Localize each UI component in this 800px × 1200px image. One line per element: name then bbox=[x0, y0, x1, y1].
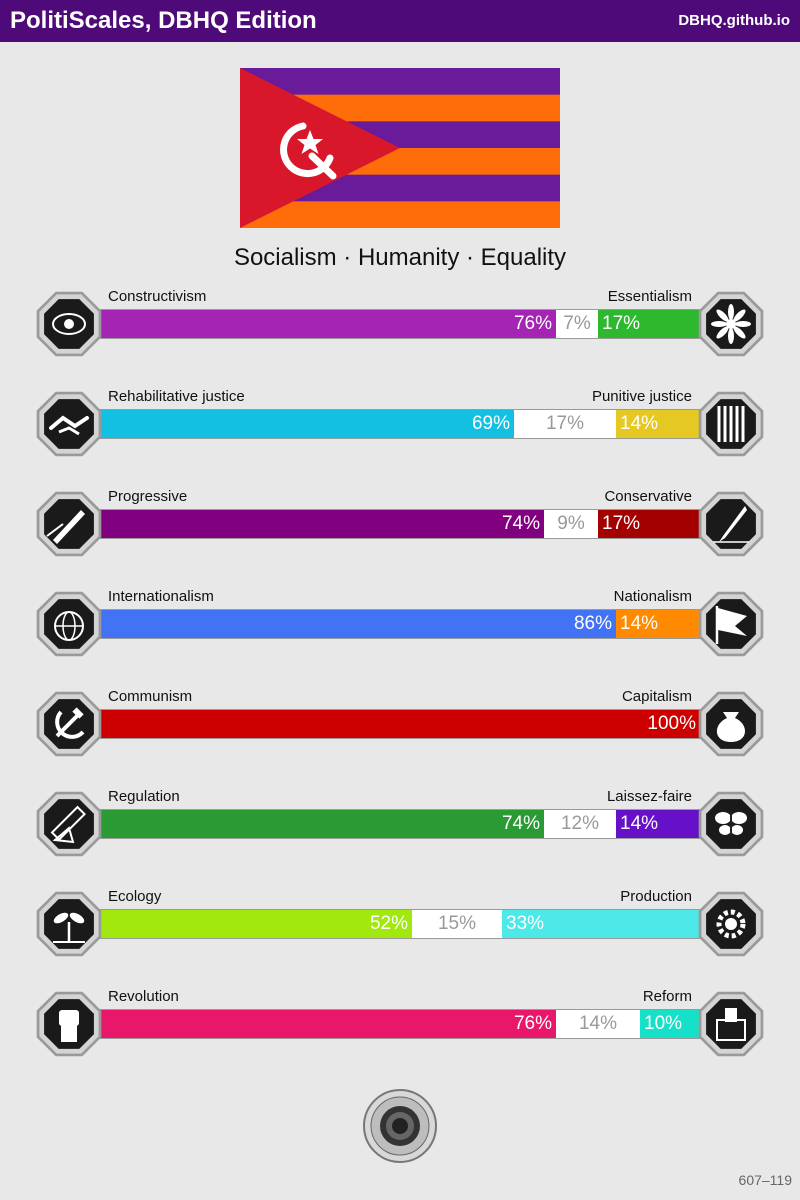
flag-triangle bbox=[240, 68, 400, 228]
axis-left-value: 76% bbox=[100, 1010, 556, 1038]
gear-icon bbox=[698, 891, 764, 957]
rocket-icon bbox=[36, 491, 102, 557]
axis-row: Rehabilitative justice Punitive justice 69… bbox=[0, 388, 800, 468]
axis-right-value: 10% bbox=[640, 1010, 700, 1038]
axis-right-label: Reform bbox=[642, 988, 692, 1005]
axis-right-value: 17% bbox=[598, 510, 700, 538]
flag-stripe bbox=[240, 201, 560, 228]
axis-row: Regulation Laissez-faire 74% 12% 14% bbox=[0, 788, 800, 868]
app-header: PolitiScales, DBHQ Edition DBHQ.github.i… bbox=[0, 0, 800, 42]
axis-left-value: 69% bbox=[100, 410, 514, 438]
axis-neutral-value: 17% bbox=[545, 413, 585, 434]
ideology-flag bbox=[240, 68, 560, 228]
globe-icon bbox=[36, 591, 102, 657]
axis-left-value: 86% bbox=[100, 610, 616, 638]
axis-row: Progressive Conservative 74% 9% 17% bbox=[0, 488, 800, 568]
axis-right-label: Punitive justice bbox=[591, 388, 692, 405]
flower-icon bbox=[698, 291, 764, 357]
axis-left-label: Internationalism bbox=[108, 588, 214, 605]
axis-left-value: 52% bbox=[100, 910, 412, 938]
axis-row: Internationalism Nationalism 86% 14% bbox=[0, 588, 800, 668]
seal-icon bbox=[363, 1089, 437, 1163]
axis-right-label: Conservative bbox=[604, 488, 692, 505]
axis-row: Revolution Reform 76% 14% 10% bbox=[0, 988, 800, 1068]
axis-left-value: 74% bbox=[100, 810, 544, 838]
axis-left-value: 100% bbox=[100, 710, 700, 738]
axis-left-label: Progressive bbox=[108, 488, 188, 505]
flag-icon bbox=[698, 591, 764, 657]
eye-icon bbox=[36, 291, 102, 357]
axis-right-value: 17% bbox=[598, 310, 700, 338]
axis-bar: 86% 14% bbox=[100, 609, 700, 639]
fist-icon bbox=[36, 991, 102, 1057]
axis-right-label: Capitalism bbox=[621, 688, 692, 705]
site-link[interactable]: DBHQ.github.io bbox=[678, 12, 790, 29]
axis-neutral-value: 7% bbox=[563, 313, 591, 334]
hammer-sickle-icon bbox=[36, 691, 102, 757]
axis-left-value: 74% bbox=[100, 510, 544, 538]
quill-icon bbox=[698, 491, 764, 557]
money-bag-icon bbox=[698, 691, 764, 757]
ruler-icon bbox=[36, 791, 102, 857]
axis-left-label: Constructivism bbox=[108, 288, 207, 305]
butterfly-icon bbox=[698, 791, 764, 857]
axis-bar: 76% 7% 17% bbox=[100, 309, 700, 339]
axis-left-label: Rehabilitative justice bbox=[108, 388, 245, 405]
axis-right-value: 14% bbox=[616, 410, 700, 438]
prison-bars-icon bbox=[698, 391, 764, 457]
sprout-icon bbox=[36, 891, 102, 957]
axis-bar: 76% 14% 10% bbox=[100, 1009, 700, 1039]
axis-right-value: 33% bbox=[502, 910, 700, 938]
ballot-box-icon bbox=[698, 991, 764, 1057]
axis-left-label: Regulation bbox=[108, 788, 180, 805]
axis-right-label: Laissez-faire bbox=[606, 788, 692, 805]
axis-right-value: 14% bbox=[616, 610, 700, 638]
axis-bar: 74% 9% 17% bbox=[100, 509, 700, 539]
axis-right-value: 14% bbox=[616, 810, 700, 838]
axis-neutral-value: 9% bbox=[557, 513, 585, 534]
axis-right-label: Nationalism bbox=[613, 588, 692, 605]
hammer-sickle-star-icon bbox=[280, 122, 337, 180]
axis-row: Constructivism Essentialism 76% 7% 17% bbox=[0, 288, 800, 368]
axis-neutral-value: 14% bbox=[578, 1013, 618, 1034]
axis-left-label: Ecology bbox=[108, 888, 162, 905]
axis-right-label: Essentialism bbox=[607, 288, 692, 305]
axis-neutral-value: 15% bbox=[437, 913, 477, 934]
slogan: Socialism · Humanity · Equality bbox=[233, 244, 567, 271]
flag-stripe bbox=[240, 68, 560, 96]
axis-right-label: Production bbox=[620, 888, 692, 905]
axis-row: Communism Capitalism 100% bbox=[0, 688, 800, 768]
axis-left-label: Revolution bbox=[108, 988, 179, 1005]
axis-bar: 100% bbox=[100, 709, 704, 739]
handshake-icon bbox=[36, 391, 102, 457]
axis-left-value: 76% bbox=[100, 310, 556, 338]
footer-code: 607–119 bbox=[738, 1172, 792, 1188]
axis-neutral-value: 12% bbox=[560, 813, 600, 834]
axis-bar: 74% 12% 14% bbox=[100, 809, 700, 839]
axis-left-label: Communism bbox=[108, 688, 193, 705]
axis-bar: 52% 15% 33% bbox=[100, 909, 700, 939]
app-title: PolitiScales, DBHQ Edition bbox=[10, 7, 317, 34]
axis-bar: 69% 17% 14% bbox=[100, 409, 700, 439]
axis-row: Ecology Production 52% 15% 33% bbox=[0, 888, 800, 968]
